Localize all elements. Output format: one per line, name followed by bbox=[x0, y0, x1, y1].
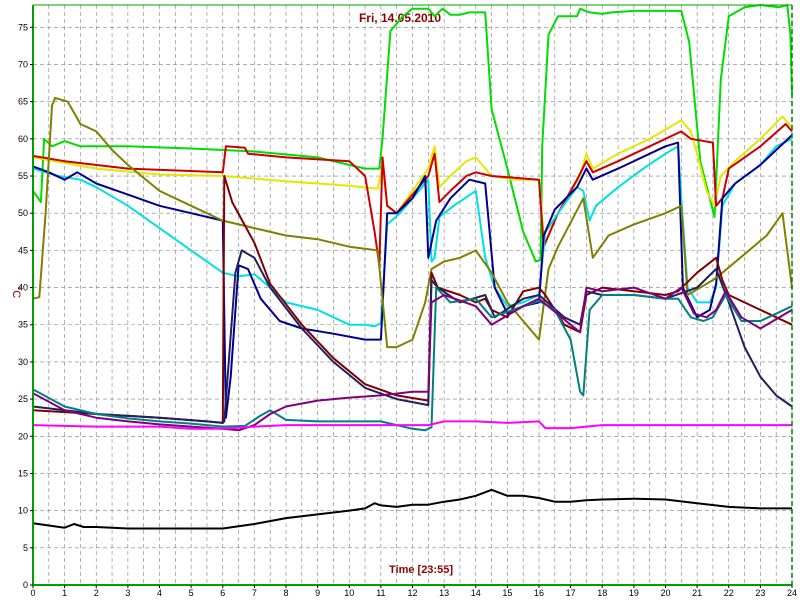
x-tick-label: 16 bbox=[534, 588, 544, 598]
series-line-12 bbox=[32, 488, 792, 530]
y-tick-label: 65 bbox=[18, 97, 28, 107]
series-line-7 bbox=[32, 175, 793, 424]
x-tick-label: 0 bbox=[30, 588, 35, 598]
x-tick-label: 18 bbox=[597, 588, 607, 598]
series-line-5 bbox=[32, 134, 793, 419]
y-tick-label: 0 bbox=[23, 580, 28, 590]
series-line-3 bbox=[32, 123, 793, 267]
y-tick-label: 35 bbox=[18, 320, 28, 330]
y-tick-label: 40 bbox=[18, 283, 28, 293]
y-tick-label: 10 bbox=[18, 506, 28, 516]
tick-labels: 0 1 2 3 4 5 6 7 8 9 10 11 12 13 14 15 16 17 18 19 20 21 22 23 24… bbox=[18, 22, 797, 598]
y-tick-label: 15 bbox=[18, 468, 28, 478]
x-tick-label: 11 bbox=[376, 588, 385, 598]
x-tick-label: 8 bbox=[283, 588, 288, 598]
series-line-6 bbox=[32, 96, 793, 349]
y-tick-label: 5 bbox=[23, 543, 28, 553]
x-tick-label: 19 bbox=[629, 588, 639, 598]
y-tick-label: 45 bbox=[18, 245, 28, 255]
x-tick-label: 14 bbox=[471, 588, 481, 598]
x-axis-label: Time [23:55] bbox=[389, 564, 453, 576]
x-tick-label: 15 bbox=[502, 588, 512, 598]
series-line-11 bbox=[32, 420, 792, 430]
x-tick-label: 4 bbox=[157, 588, 162, 598]
series-line-9 bbox=[32, 286, 793, 432]
y-tick-label: 30 bbox=[18, 357, 28, 367]
y-tick-label: 50 bbox=[18, 208, 28, 218]
series-line-8 bbox=[32, 249, 793, 424]
x-tick-label: 2 bbox=[94, 588, 99, 598]
y-tick-label: 75 bbox=[18, 22, 28, 32]
x-tick-label: 13 bbox=[439, 588, 449, 598]
x-tick-label: 1 bbox=[62, 588, 67, 598]
plot-frame bbox=[30, 4, 793, 588]
y-tick-label: 60 bbox=[18, 134, 28, 144]
series-line-2 bbox=[32, 115, 793, 237]
series-lines bbox=[32, 4, 793, 530]
y-tick-label: 55 bbox=[18, 171, 28, 181]
x-tick-label: 22 bbox=[724, 588, 734, 598]
series-line-1 bbox=[32, 4, 793, 263]
y-tick-label: 70 bbox=[18, 59, 28, 69]
x-tick-label: 10 bbox=[344, 588, 354, 598]
y-tick-label: 25 bbox=[18, 394, 28, 404]
x-tick-label: 17 bbox=[566, 588, 576, 598]
x-tick-label: 5 bbox=[189, 588, 194, 598]
x-tick-label: 7 bbox=[252, 588, 257, 598]
x-tick-label: 3 bbox=[125, 588, 130, 598]
x-tick-label: 6 bbox=[220, 588, 225, 598]
x-tick-label: 12 bbox=[407, 588, 417, 598]
x-tick-label: 24 bbox=[787, 588, 797, 598]
y-tick-label: 20 bbox=[18, 431, 28, 441]
x-tick-label: 23 bbox=[755, 588, 765, 598]
y-axis-label: °C bbox=[10, 286, 22, 298]
x-tick-label: 21 bbox=[692, 588, 702, 598]
x-tick-label: 9 bbox=[315, 588, 320, 598]
x-tick-label: 20 bbox=[660, 588, 670, 598]
